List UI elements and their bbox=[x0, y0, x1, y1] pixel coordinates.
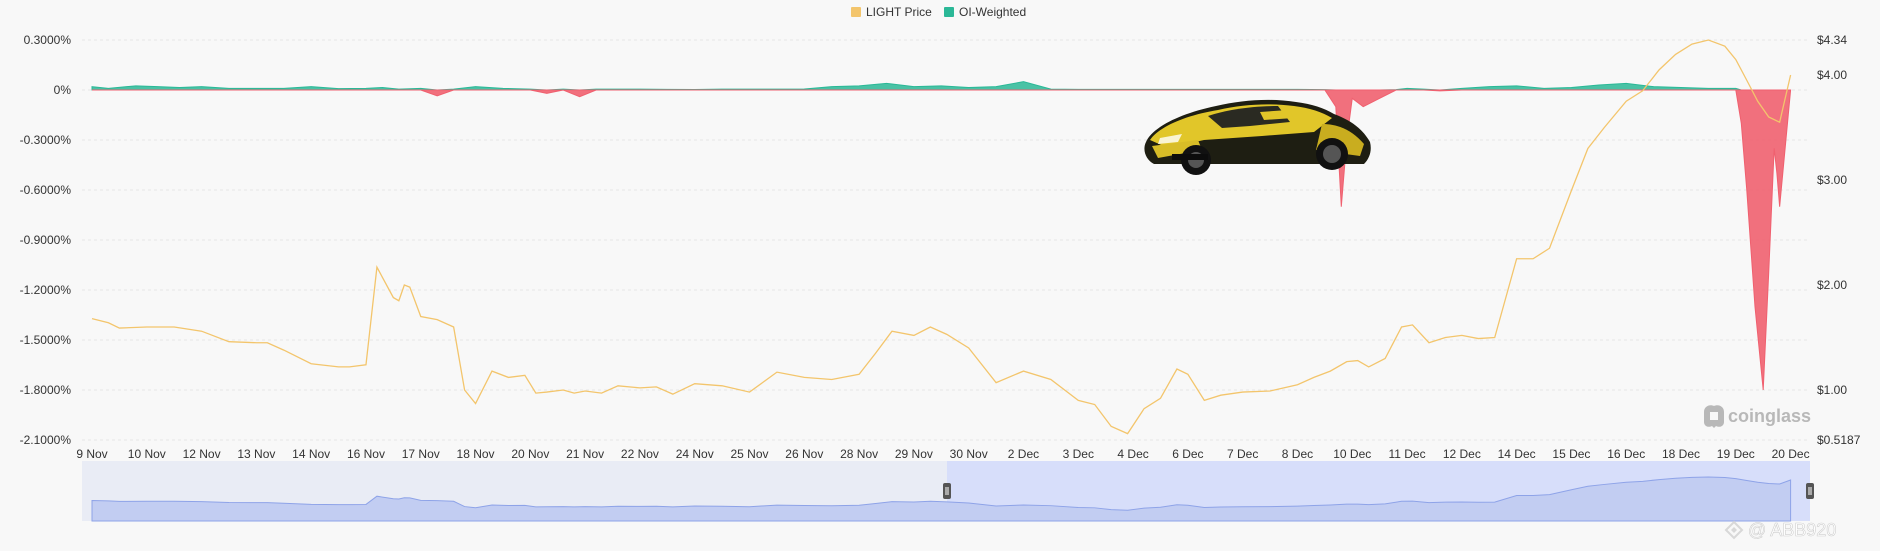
left-axis-tick-label: -0.3000% bbox=[20, 133, 72, 147]
grid-lines bbox=[82, 39, 1808, 441]
left-axis-tick-label: -1.8000% bbox=[20, 383, 72, 397]
x-axis-tick-label: 30 Nov bbox=[950, 447, 988, 461]
legend-item-oi[interactable]: OI-Weighted bbox=[944, 5, 1026, 19]
legend: LIGHT Price OI-Weighted bbox=[851, 5, 1026, 19]
left-axis-tick-label: -0.9000% bbox=[20, 233, 72, 247]
x-axis-tick-label: 22 Nov bbox=[621, 447, 659, 461]
oi-positive-area bbox=[91, 81, 1791, 91]
right-axis-tick-label: $4.00 bbox=[1817, 68, 1847, 82]
range-selector[interactable] bbox=[82, 461, 1814, 522]
left-axis-tick-label: 0% bbox=[54, 83, 72, 97]
x-axis-tick-label: 7 Dec bbox=[1227, 447, 1258, 461]
x-axis-tick-label: 10 Dec bbox=[1333, 447, 1371, 461]
x-axis-tick-label: 10 Nov bbox=[128, 447, 166, 461]
x-axis-tick-label: 2 Dec bbox=[1008, 447, 1039, 461]
right-axis-tick-label: $2.00 bbox=[1817, 278, 1847, 292]
legend-label-price: LIGHT Price bbox=[866, 5, 932, 19]
x-axis-tick-label: 25 Nov bbox=[731, 447, 769, 461]
navigator-handle-right[interactable] bbox=[1806, 483, 1814, 499]
price-series bbox=[91, 39, 1792, 435]
x-axis-tick-label: 21 Nov bbox=[566, 447, 604, 461]
x-axis-tick-label: 12 Nov bbox=[183, 447, 221, 461]
navigator-handle-left[interactable] bbox=[943, 483, 951, 499]
legend-item-price[interactable]: LIGHT Price bbox=[851, 5, 932, 19]
x-axis-tick-label: 12 Dec bbox=[1443, 447, 1481, 461]
x-axis-tick-label: 20 Nov bbox=[511, 447, 549, 461]
right-axis-tick-label: $1.00 bbox=[1817, 383, 1847, 397]
right-y-axis: $4.34 $4.00 $3.00 $2.00 $1.00 $0.5187 bbox=[1817, 33, 1861, 447]
left-axis-tick-label: -2.1000% bbox=[20, 433, 72, 447]
left-axis-tick-label: -1.2000% bbox=[20, 283, 72, 297]
legend-swatch-oi bbox=[944, 7, 954, 17]
x-axis: 9 Nov 10 Nov 12 Nov 13 Nov 14 Nov 16 Nov 17 No… bbox=[76, 447, 1809, 461]
binance-square-icon bbox=[1724, 520, 1744, 540]
x-axis-tick-label: 29 Nov bbox=[895, 447, 933, 461]
footer-watermark-text: @ ABB920 bbox=[1748, 520, 1836, 540]
price-line bbox=[91, 39, 1792, 435]
x-axis-tick-label: 16 Dec bbox=[1607, 447, 1645, 461]
left-axis-tick-label: 0.3000% bbox=[24, 33, 72, 47]
coinglass-logo-text: coinglass bbox=[1728, 406, 1811, 426]
coinglass-logo-icon bbox=[1704, 405, 1724, 428]
oi-negative-area bbox=[92, 89, 1792, 391]
right-axis-tick-label: $3.00 bbox=[1817, 173, 1847, 187]
right-axis-tick-label: $4.34 bbox=[1817, 33, 1847, 47]
x-axis-tick-label: 20 Dec bbox=[1772, 447, 1810, 461]
footer-watermark: @ ABB920 bbox=[1724, 520, 1837, 540]
x-axis-tick-label: 26 Nov bbox=[785, 447, 823, 461]
right-axis-tick-label: $0.5187 bbox=[1817, 433, 1861, 447]
x-axis-tick-label: 3 Dec bbox=[1063, 447, 1094, 461]
legend-swatch-price bbox=[851, 7, 861, 17]
x-axis-tick-label: 9 Nov bbox=[76, 447, 107, 461]
x-axis-tick-label: 18 Dec bbox=[1662, 447, 1700, 461]
legend-label-oi: OI-Weighted bbox=[959, 5, 1026, 19]
x-axis-tick-label: 8 Dec bbox=[1282, 447, 1313, 461]
left-axis-tick-label: -1.5000% bbox=[20, 333, 72, 347]
navigator-mini-series bbox=[91, 476, 1792, 522]
x-axis-tick-label: 17 Nov bbox=[402, 447, 440, 461]
x-axis-tick-label: 13 Nov bbox=[237, 447, 275, 461]
x-axis-tick-label: 6 Dec bbox=[1172, 447, 1203, 461]
left-axis-tick-label: -0.6000% bbox=[20, 183, 72, 197]
x-axis-tick-label: 16 Nov bbox=[347, 447, 385, 461]
x-axis-tick-label: 19 Dec bbox=[1717, 447, 1755, 461]
x-axis-tick-label: 14 Nov bbox=[292, 447, 330, 461]
oi-weighted-series bbox=[91, 81, 1792, 391]
x-axis-tick-label: 15 Dec bbox=[1552, 447, 1590, 461]
coinglass-watermark: coinglass bbox=[1704, 405, 1811, 428]
left-y-axis: 0.3000% 0% -0.3000% -0.6000% -0.9000% -1.2000… bbox=[20, 33, 72, 447]
sports-car-image bbox=[1144, 99, 1371, 175]
x-axis-tick-label: 4 Dec bbox=[1117, 447, 1148, 461]
x-axis-tick-label: 11 Dec bbox=[1388, 447, 1425, 461]
x-axis-tick-label: 14 Dec bbox=[1498, 447, 1536, 461]
x-axis-tick-label: 24 Nov bbox=[676, 447, 714, 461]
x-axis-tick-label: 28 Nov bbox=[840, 447, 878, 461]
x-axis-tick-label: 18 Nov bbox=[457, 447, 495, 461]
